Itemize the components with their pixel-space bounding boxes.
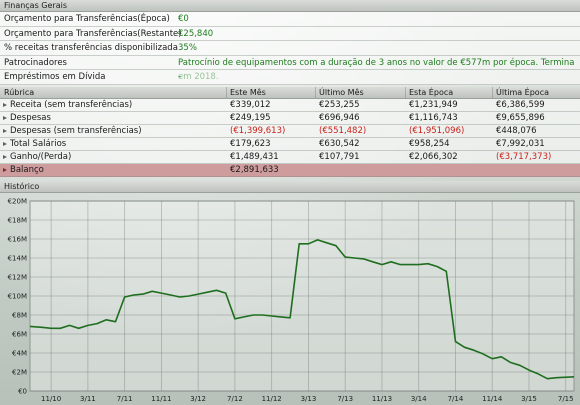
finance-breakdown-table: Rúbrica Este Mês Último Mês Esta Época Ú… bbox=[0, 87, 580, 177]
balance-history-line bbox=[29, 239, 575, 380]
plot-area bbox=[29, 200, 575, 392]
table-row-expenses[interactable]: Despesas €249,195 €696,946 €1,116,743 €9… bbox=[0, 112, 580, 125]
y-tick-label: €14M bbox=[8, 255, 27, 263]
finance-row-transfer-budget-season: Orçamento para Transferências(Época) €0 bbox=[0, 12, 580, 27]
cell-last-season: €9,655,896 bbox=[496, 113, 545, 123]
finance-row-label: Empréstimos em Dívida bbox=[4, 72, 106, 82]
cell-last-month: €253,255 bbox=[319, 100, 360, 110]
finance-row-label: Orçamento para Transferências(Restante) bbox=[4, 28, 182, 39]
cell-last-season: €7,992,031 bbox=[496, 139, 545, 149]
row-label: Balanço bbox=[10, 165, 44, 175]
expand-arrow-icon[interactable] bbox=[3, 155, 7, 159]
column-header-last-season[interactable]: Última Época bbox=[496, 88, 550, 97]
column-header-this-month[interactable]: Este Mês bbox=[230, 88, 266, 97]
x-tick-label: 11/12 bbox=[262, 395, 282, 403]
expand-arrow-icon[interactable] bbox=[3, 142, 7, 146]
y-tick-label: €16M bbox=[8, 236, 27, 244]
row-label: Despesas (sem transferências) bbox=[10, 126, 142, 136]
expand-arrow-icon[interactable] bbox=[3, 129, 7, 133]
finance-row-loans: Empréstimos em Dívida - bbox=[0, 70, 580, 85]
expand-arrow-icon[interactable] bbox=[3, 116, 7, 120]
finance-row-transfer-revenue-percent: % receitas transferências disponibilizad… bbox=[0, 41, 580, 56]
x-tick-label: 3/13 bbox=[301, 395, 317, 403]
y-tick-label: €4M bbox=[12, 350, 27, 358]
x-tick-label: 11/10 bbox=[41, 395, 61, 403]
x-tick-label: 11/11 bbox=[151, 395, 171, 403]
column-header-last-month[interactable]: Último Mês bbox=[319, 88, 364, 97]
finance-row-transfer-budget-remaining: Orçamento para Transferências(Restante) … bbox=[0, 26, 580, 41]
y-tick-label: €6M bbox=[12, 331, 27, 339]
x-tick-label: 3/15 bbox=[521, 395, 537, 403]
cell-this-season: €2,066,302 bbox=[409, 152, 458, 162]
y-tick-label: €12M bbox=[8, 274, 27, 282]
cell-this-season: (€1,951,096) bbox=[409, 126, 465, 136]
finance-row-value: 35% bbox=[178, 43, 197, 53]
row-label: Ganho/(Perda) bbox=[10, 152, 72, 162]
y-tick-label: €0 bbox=[18, 388, 27, 396]
cell-this-month: €339,012 bbox=[230, 100, 271, 110]
expand-arrow-icon[interactable] bbox=[3, 168, 7, 172]
cell-this-month: (€1,399,613) bbox=[230, 126, 286, 136]
cell-last-month: €107,791 bbox=[319, 152, 360, 162]
cell-this-season: €958,254 bbox=[409, 139, 450, 149]
finance-row-value: €25,840 bbox=[178, 28, 214, 39]
y-tick-label: €8M bbox=[12, 312, 27, 320]
row-label: Total Salários bbox=[10, 139, 67, 149]
x-tick-label: 7/15 bbox=[558, 395, 574, 403]
expand-arrow-icon[interactable] bbox=[3, 103, 7, 107]
column-header-item[interactable]: Rúbrica bbox=[4, 88, 35, 97]
cell-balance-value: €2,891,633 bbox=[230, 165, 279, 175]
table-row-balance[interactable]: Balanço €2,891,633 bbox=[0, 164, 580, 177]
column-header-this-season[interactable]: Esta Época bbox=[409, 88, 454, 97]
cell-this-month: €249,195 bbox=[230, 113, 271, 123]
cell-this-season: €1,231,949 bbox=[409, 100, 458, 110]
cell-last-month: €696,946 bbox=[319, 113, 360, 123]
cell-last-month: €630,542 bbox=[319, 139, 360, 149]
cell-last-season: €448,076 bbox=[496, 126, 537, 136]
table-row-profit-loss[interactable]: Ganho/(Perda) €1,489,431 €107,791 €2,066… bbox=[0, 151, 580, 164]
history-chart: €0 €2M €4M €6M €8M €10M €12M €14M €16M €18M €20M 11… bbox=[0, 191, 580, 405]
y-tick-label: €10M bbox=[8, 293, 27, 301]
x-tick-label: 3/14 bbox=[411, 395, 427, 403]
general-finances-header: Finanças Gerais bbox=[0, 0, 580, 12]
row-label: Receita (sem transferências) bbox=[10, 100, 133, 110]
cell-this-month: €179,623 bbox=[230, 139, 271, 149]
finance-row-label: Orçamento para Transferências(Época) bbox=[4, 14, 170, 24]
history-header: Histórico bbox=[0, 181, 580, 193]
finance-row-sponsors: Patrocinadores Patrocínio de equipamento… bbox=[0, 55, 580, 82]
x-tick-label: 7/12 bbox=[227, 395, 243, 403]
y-tick-label: €2M bbox=[12, 369, 27, 377]
x-tick-label: 7/13 bbox=[337, 395, 353, 403]
finance-row-label: Patrocinadores bbox=[4, 57, 67, 68]
table-row-total-salaries[interactable]: Total Salários €179,623 €630,542 €958,25… bbox=[0, 138, 580, 151]
finance-row-value: - bbox=[178, 72, 182, 82]
x-tick-label: 3/12 bbox=[190, 395, 206, 403]
history-panel: Histórico bbox=[0, 181, 580, 193]
history-chart-svg: €0 €2M €4M €6M €8M €10M €12M €14M €16M €18M €20M 11… bbox=[8, 198, 575, 403]
x-tick-label: 11/13 bbox=[372, 395, 392, 403]
cell-last-season: €6,386,599 bbox=[496, 100, 545, 110]
cell-last-season: (€3,717,373) bbox=[496, 152, 552, 162]
cell-this-season: €1,116,743 bbox=[409, 113, 458, 123]
x-tick-label: 7/14 bbox=[448, 395, 464, 403]
cell-this-month: €1,489,431 bbox=[230, 152, 279, 162]
table-row-expenses-no-transfers[interactable]: Despesas (sem transferências) (€1,399,61… bbox=[0, 125, 580, 138]
x-tick-label: 7/11 bbox=[117, 395, 133, 403]
finance-row-value: €0 bbox=[178, 14, 189, 24]
table-row-revenue[interactable]: Receita (sem transferências) €339,012 €2… bbox=[0, 99, 580, 112]
general-finances-panel: Finanças Gerais Orçamento para Transferê… bbox=[0, 0, 580, 85]
y-tick-label: €20M bbox=[8, 198, 27, 206]
x-tick-label: 3/11 bbox=[80, 395, 96, 403]
x-tick-label: 11/14 bbox=[482, 395, 503, 403]
cell-last-month: (€551,482) bbox=[319, 126, 367, 136]
table-header-row: Rúbrica Este Mês Último Mês Esta Época Ú… bbox=[0, 87, 580, 99]
finance-row-label: % receitas transferências disponibilizad… bbox=[4, 43, 178, 53]
y-tick-label: €18M bbox=[8, 217, 27, 225]
row-label: Despesas bbox=[10, 113, 51, 123]
